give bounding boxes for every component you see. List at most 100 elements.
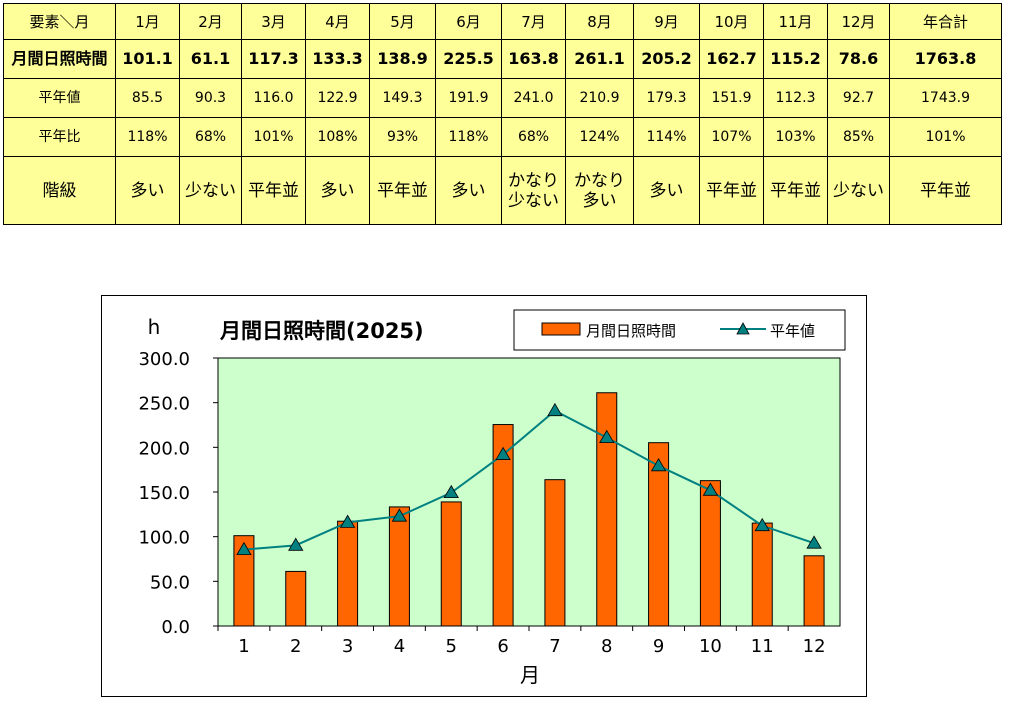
table-row: 階級 多い 少ない 平年並 多い 平年並 多い かなり 少ない かなり 多い 多い … — [3, 156, 1002, 225]
y-tick-label: 250.0 — [138, 394, 190, 415]
month-header: 12月 — [827, 3, 890, 40]
x-tick-label: 9 — [653, 636, 664, 657]
average-point — [339, 514, 356, 528]
plot-area — [217, 357, 841, 627]
grade-cell: 多い — [435, 156, 502, 225]
average-point — [547, 402, 563, 417]
table-cell: 162.7 — [699, 39, 764, 79]
bar — [233, 535, 255, 627]
table-cell: 92.7 — [827, 78, 890, 118]
grade-cell: 少ない — [179, 156, 242, 225]
total-header: 年合計 — [889, 3, 1002, 40]
x-tick-label: 8 — [601, 636, 612, 657]
legend-triangle-icon — [736, 322, 750, 335]
total-cell: 平年並 — [889, 156, 1002, 225]
table-cell: 179.3 — [633, 78, 700, 118]
bar — [337, 520, 359, 627]
table-cell: 118% — [435, 117, 502, 157]
table-cell: 101.1 — [115, 39, 180, 79]
table-corner-cell: 要素＼月 — [3, 3, 116, 40]
bar — [285, 570, 307, 627]
average-point — [754, 517, 770, 532]
table-cell: 116.0 — [241, 78, 306, 118]
grade-cell: かなり 少ない — [501, 156, 566, 225]
average-point — [599, 429, 615, 443]
grade-cell: 平年並 — [241, 156, 306, 225]
legend: 月間日照時間 平年値 — [513, 309, 846, 351]
table-row: 平年比 118% 68% 101% 108% 93% 118% 68% 124%… — [3, 117, 1002, 157]
table-cell: 107% — [699, 117, 764, 157]
y-axis-ticks: 0.0 50.0 100.0 150.0 200.0 250.0 300.0 — [138, 349, 218, 638]
chart-title: 月間日照時間(2025) — [219, 319, 424, 343]
x-tick-label: 12 — [803, 636, 826, 657]
total-cell: 101% — [889, 117, 1002, 157]
table-cell: 138.9 — [369, 39, 436, 79]
average-point — [443, 484, 459, 499]
average-point — [650, 458, 667, 472]
row-label: 月間日照時間 — [3, 39, 116, 79]
table-cell: 163.8 — [501, 39, 566, 79]
bar — [440, 501, 462, 627]
table-cell: 78.6 — [827, 39, 890, 79]
average-line — [243, 409, 815, 551]
y-axis-label: h — [148, 315, 161, 339]
average-point — [495, 446, 511, 460]
table-cell: 149.3 — [369, 78, 436, 118]
month-header: 10月 — [699, 3, 764, 40]
table-cell: 93% — [369, 117, 436, 157]
y-tick-label: 200.0 — [138, 438, 190, 459]
x-tick-label: 10 — [699, 636, 722, 657]
grade-cell: 平年並 — [763, 156, 828, 225]
table-cell: 61.1 — [179, 39, 242, 79]
table-cell: 112.3 — [763, 78, 828, 118]
table-cell: 133.3 — [305, 39, 370, 79]
average-point — [702, 482, 719, 496]
month-header: 7月 — [501, 3, 566, 40]
bar — [388, 506, 410, 627]
average-point — [236, 541, 252, 556]
table-cell: 151.9 — [699, 78, 764, 118]
month-header: 3月 — [241, 3, 306, 40]
table-cell: 101% — [241, 117, 306, 157]
table-cell: 241.0 — [501, 78, 566, 118]
month-header: 5月 — [369, 3, 436, 40]
row-label: 平年値 — [3, 78, 116, 118]
y-tick-label: 50.0 — [150, 572, 190, 593]
grade-cell: 平年並 — [369, 156, 436, 225]
table-cell: 114% — [633, 117, 700, 157]
month-header: 4月 — [305, 3, 370, 40]
table-cell: 191.9 — [435, 78, 502, 118]
bar — [751, 522, 773, 627]
x-tick-label: 1 — [238, 636, 249, 657]
month-header: 1月 — [115, 3, 180, 40]
grade-cell: かなり 多い — [565, 156, 634, 225]
y-tick-label: 0.0 — [161, 617, 190, 638]
table-cell: 115.2 — [763, 39, 828, 79]
y-tick-label: 150.0 — [138, 483, 190, 504]
y-tick-label: 300.0 — [138, 349, 190, 370]
month-header: 9月 — [633, 3, 700, 40]
x-tick-label: 3 — [342, 636, 353, 657]
table-cell: 68% — [179, 117, 242, 157]
average-point — [806, 535, 822, 549]
month-header: 2月 — [179, 3, 242, 40]
table-row: 月間日照時間 101.1 61.1 117.3 133.3 138.9 225.… — [3, 39, 1002, 79]
legend-bar-swatch — [541, 322, 581, 336]
average-point — [288, 537, 304, 551]
table-cell: 124% — [565, 117, 634, 157]
table-cell: 68% — [501, 117, 566, 157]
month-header: 8月 — [565, 3, 634, 40]
legend-line-label: 平年値 — [770, 322, 815, 340]
legend-bar-label: 月間日照時間 — [586, 322, 676, 340]
average-markers — [236, 402, 822, 556]
x-tick-label: 6 — [497, 636, 508, 657]
bar — [492, 424, 514, 627]
chart-frame: 0.0 50.0 100.0 150.0 200.0 250.0 300.0 1 2 3 4 5 6 7 8… — [101, 295, 867, 697]
x-tick-label: 11 — [751, 636, 774, 657]
total-cell: 1743.9 — [889, 78, 1002, 118]
grade-cell: 多い — [633, 156, 700, 225]
x-tick-label: 7 — [549, 636, 560, 657]
bar-series — [233, 392, 825, 627]
grade-cell: 多い — [305, 156, 370, 225]
row-label: 階級 — [3, 156, 116, 225]
